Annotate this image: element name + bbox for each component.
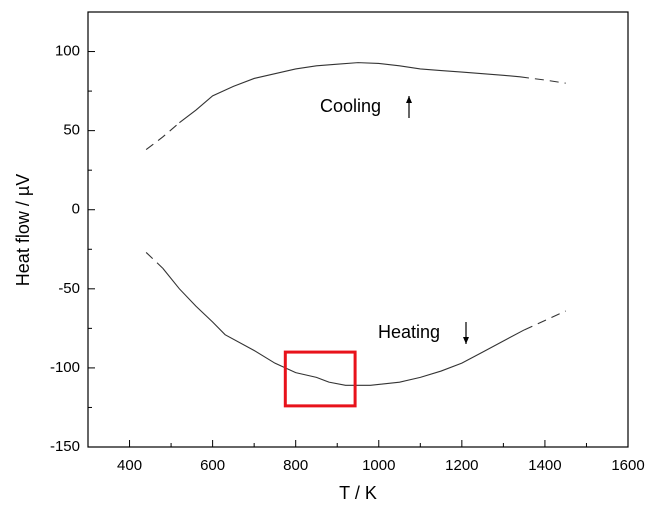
y-tick-label: -50 <box>58 280 80 297</box>
line <box>179 62 521 124</box>
x-axis-label: T / K <box>339 483 377 503</box>
x-tick-label: 1600 <box>611 457 644 474</box>
y-axis-label: Heat flow / µV <box>13 174 33 286</box>
x-tick-label: 600 <box>200 457 225 474</box>
x-tick-label: 800 <box>283 457 308 474</box>
plot-frame <box>87 11 629 448</box>
x-tick-label: 1400 <box>528 457 561 474</box>
line <box>523 310 566 331</box>
line <box>145 252 164 269</box>
y-tick-label: -100 <box>50 359 80 376</box>
arrow-head <box>406 96 412 103</box>
y-tick-label: 0 <box>72 201 80 218</box>
line <box>162 267 525 386</box>
arrow-head <box>463 337 469 344</box>
x-tick-label: 400 <box>117 457 142 474</box>
y-tick-label: 50 <box>63 122 80 139</box>
y-tick-label: 100 <box>55 43 80 60</box>
annotation: Cooling <box>320 96 381 116</box>
x-tick-label: 1200 <box>445 457 478 474</box>
annotation: Heating <box>378 322 440 342</box>
y-tick-label: -150 <box>50 438 80 455</box>
line <box>519 76 566 84</box>
highlight-box <box>283 350 357 408</box>
x-tick-label: 1000 <box>362 457 395 474</box>
line <box>145 122 180 151</box>
